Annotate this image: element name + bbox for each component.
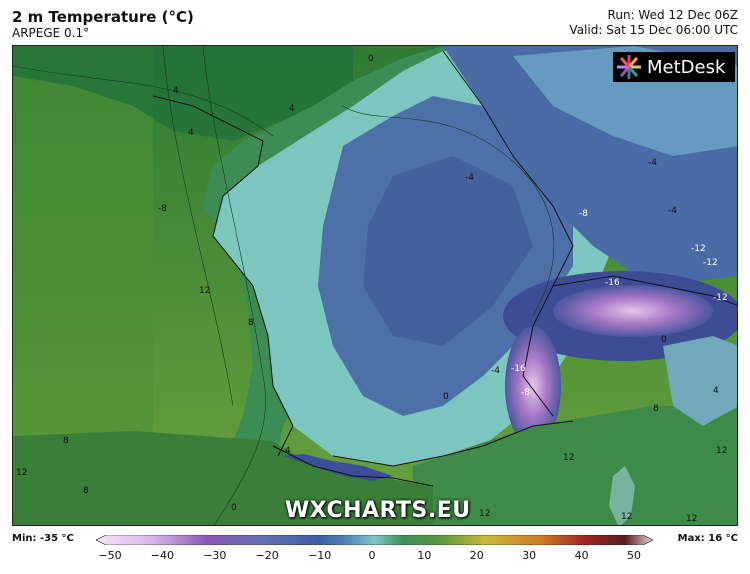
colorbar-tick-label: −30 <box>203 549 227 562</box>
contour-label: 12 <box>479 509 491 519</box>
contour-label: 8 <box>653 404 659 414</box>
contour-label: 0 <box>443 392 449 402</box>
contour-label: -8 <box>521 388 530 398</box>
run-time: Run: Wed 12 Dec 06Z <box>607 8 738 22</box>
contour-label: 8 <box>83 486 89 496</box>
contour-label: -12 <box>703 258 718 268</box>
colorbar-tick-label: −50 <box>98 549 122 562</box>
max-temp-label: Max: 16 °C <box>677 533 738 544</box>
western-alps <box>505 326 561 446</box>
contour-label: 0 <box>661 335 667 345</box>
colorbar-tick-label: 30 <box>522 549 537 562</box>
contour-label: 12 <box>199 286 211 296</box>
contour-label: 8 <box>63 436 69 446</box>
pyrenees-cold <box>283 454 393 481</box>
wxcharts-watermark: WXCHARTS.EU <box>285 498 471 523</box>
border-spain <box>272 445 434 487</box>
colorbar-tick-label: −20 <box>255 549 279 562</box>
metdesk-logo-text: MetDesk <box>647 56 726 78</box>
contour-label: 12 <box>563 453 575 463</box>
contour-label: 12 <box>621 512 633 522</box>
cold-blue-core <box>363 156 533 346</box>
contour-label: 0 <box>368 54 374 64</box>
min-temp-label: Min: -35 °C <box>12 533 74 544</box>
spain-land <box>13 431 433 525</box>
colorbar-tick-label: −10 <box>307 549 332 562</box>
contour-label: -4 <box>648 158 657 168</box>
coastline <box>152 95 574 467</box>
colorbar-tick-label: 40 <box>574 549 589 562</box>
contour-line <box>202 46 266 525</box>
header-left: 2 m Temperature (°C) ARPEGE 0.1° <box>12 8 194 41</box>
italy-land <box>663 336 737 426</box>
metdesk-logo: MetDesk <box>613 52 735 82</box>
contour-label: -12 <box>713 293 728 303</box>
contour-label: 4 <box>713 386 719 396</box>
contour-label: 8 <box>248 318 254 328</box>
contour-label: 4 <box>289 104 295 114</box>
model-name: ARPEGE 0.1° <box>12 26 90 40</box>
corsica <box>609 466 635 525</box>
colorbar-tick-label: 10 <box>417 549 432 562</box>
contour-label: -8 <box>579 209 588 219</box>
alps-core <box>553 285 713 337</box>
contour-label: -4 <box>668 206 677 216</box>
valid-time: Valid: Sat 15 Dec 06:00 UTC <box>569 23 738 37</box>
contour-line <box>162 46 234 407</box>
contour-label: -4 <box>465 173 474 183</box>
contour-label: -8 <box>158 204 167 214</box>
contour-label: 4 <box>173 86 179 96</box>
map-canvas <box>13 46 737 525</box>
contour-line <box>13 65 274 137</box>
colorbar-tick-label: 20 <box>469 549 484 562</box>
contour-label: 4 <box>285 446 291 456</box>
colorbar-area: Min: -35 °C Max: 16 °C −50 −40 −30 −20 <box>12 533 738 569</box>
contour-label: -12 <box>691 244 706 254</box>
border-east <box>442 50 574 417</box>
border-alps <box>552 275 737 306</box>
contour-label: 12 <box>686 514 698 524</box>
metdesk-logo-icon <box>617 55 641 79</box>
contour-label: -4 <box>491 366 500 376</box>
contour-label: 12 <box>16 468 28 478</box>
contour-label: -16 <box>511 364 526 374</box>
map-title: 2 m Temperature (°C) <box>12 8 194 26</box>
contour-label: 12 <box>716 446 728 456</box>
colorbar-tick-label: −40 <box>150 549 174 562</box>
colorbar <box>96 535 653 545</box>
colorbar-tick-label: 0 <box>368 549 376 562</box>
temperature-map: MetDesk 0 4 4 4 -4 -4 -4 -8 -8 -12 -12 -… <box>12 45 738 526</box>
contour-label: 0 <box>231 503 237 513</box>
mediterranean-sea <box>413 406 737 525</box>
contour-label: 4 <box>188 128 194 138</box>
header-right: Run: Wed 12 Dec 06Z Valid: Sat 15 Dec 06… <box>569 8 738 38</box>
sea-dark-channel <box>13 46 353 141</box>
contour-label: -16 <box>605 278 620 288</box>
contour-line <box>342 105 555 317</box>
colorbar-tick-label: 50 <box>627 549 641 562</box>
